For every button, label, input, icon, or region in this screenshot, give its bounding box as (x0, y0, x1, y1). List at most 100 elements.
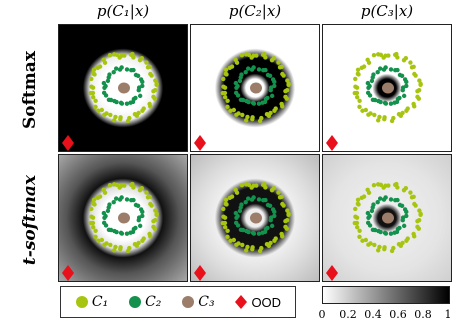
c1-point (378, 52, 384, 58)
c2-point (140, 83, 145, 89)
c2-point (245, 196, 251, 201)
c1-point (416, 226, 422, 231)
c1-point (263, 55, 268, 60)
c1-point (395, 55, 400, 60)
c1-point (221, 76, 226, 82)
c2-point (365, 210, 371, 216)
c3-cluster (382, 82, 394, 94)
c1-point (284, 226, 290, 231)
legend-item-c2: C₂ (128, 294, 161, 310)
c2-point (392, 230, 397, 235)
c2-point (137, 223, 143, 229)
c1-point (127, 115, 132, 121)
c2-point (140, 209, 145, 215)
c1-point (231, 237, 237, 243)
c1-point (107, 183, 113, 188)
c1-point (147, 64, 152, 69)
c1-point (396, 112, 402, 117)
c1-point (272, 238, 277, 243)
c1-point (408, 190, 413, 195)
c2-point (395, 197, 400, 203)
colorbar-tick: 0 (318, 308, 326, 321)
c1-point (89, 76, 94, 82)
c2-point (244, 228, 249, 234)
c2-point (238, 227, 244, 232)
c2-point (395, 67, 400, 73)
panel-tsoftmax-c1 (58, 154, 188, 282)
c1-point (365, 57, 370, 63)
c1-point (246, 52, 252, 58)
c2-point (124, 67, 130, 72)
c1-point (378, 182, 384, 188)
c1-point (96, 108, 101, 113)
c1-point (354, 224, 360, 230)
c2-point (239, 72, 244, 77)
c2-point (107, 202, 112, 207)
c2-point (399, 203, 405, 208)
c2-point (131, 67, 136, 73)
c1-point (353, 76, 358, 82)
c1-point (91, 71, 97, 77)
c2-point (269, 223, 275, 229)
c1-point (139, 185, 145, 191)
c2-point (267, 73, 273, 78)
colorbar-ticks: 0 0.2 0.4 0.6 0.8 1 (318, 308, 458, 322)
c1-point (240, 242, 245, 248)
c1-point (130, 51, 135, 57)
c1-point (284, 96, 290, 101)
c3-cluster (118, 212, 130, 224)
c1-point (89, 214, 94, 219)
c2-point (376, 98, 381, 104)
c1-point (93, 98, 98, 104)
c1-point (371, 53, 377, 58)
c1-point (404, 108, 409, 113)
c1-point (243, 118, 249, 123)
panel-softmax-c2 (190, 24, 320, 152)
c1-point (403, 185, 409, 191)
c1-point (272, 108, 277, 113)
c1-point (250, 116, 255, 122)
c2-point (370, 97, 376, 102)
c1-point (354, 90, 360, 96)
c1-point (152, 226, 158, 231)
c2-point (268, 88, 273, 93)
c1-point (97, 64, 103, 69)
c1-point (357, 234, 362, 240)
ood-diamond-icon (235, 295, 248, 309)
c1-point (91, 201, 97, 207)
c1-point (93, 234, 98, 240)
c1-point (357, 228, 362, 234)
c1-point (395, 185, 400, 190)
c1-point (394, 181, 399, 187)
c1-point (223, 201, 229, 207)
c1-point (91, 67, 97, 72)
c2-point (404, 83, 409, 89)
c2-point (101, 80, 107, 86)
c2-point (124, 197, 130, 202)
column-title-c1: p(C₁|x) (96, 2, 150, 20)
c2-point (113, 196, 119, 201)
c1-point (148, 71, 153, 77)
c2-point (269, 93, 275, 99)
c2-point (388, 197, 394, 202)
c1-point (113, 244, 118, 250)
c2-point (365, 80, 371, 86)
c2-point (243, 69, 248, 75)
c1-point (97, 194, 103, 199)
c1-point (89, 84, 94, 89)
c1-point (154, 82, 159, 87)
c1-point (223, 197, 229, 202)
c2-point (370, 227, 376, 232)
c1-point (276, 190, 281, 195)
c2-point (107, 72, 112, 77)
c1-point (353, 214, 358, 219)
c1-point (391, 115, 396, 121)
c2-point (239, 202, 244, 207)
c1-point (371, 183, 377, 188)
c1-point (411, 194, 416, 199)
c1-point (148, 104, 153, 109)
c2-point (375, 199, 380, 205)
c1-point (114, 52, 120, 58)
c2-point (383, 65, 388, 70)
c1-point (372, 112, 377, 118)
